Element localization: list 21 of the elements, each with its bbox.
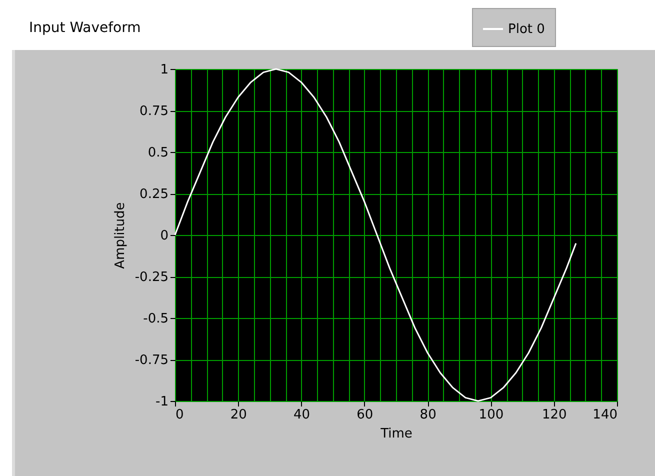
y-tick-label: -0.25 xyxy=(134,270,168,285)
x-tick-label: 20 xyxy=(230,408,247,422)
y-tick-label: -0.5 xyxy=(143,312,168,326)
y-tick-label: 0.75 xyxy=(140,104,168,119)
x-axis-title: Time xyxy=(380,426,412,442)
y-tick-label: 0 xyxy=(160,228,168,244)
x-tick-label: 100 xyxy=(478,408,504,422)
y-tick-label: 0.5 xyxy=(148,146,168,160)
x-tick-label: 140 xyxy=(592,408,618,422)
y-axis-title: Amplitude xyxy=(112,202,128,269)
y-tick-label: -0.75 xyxy=(134,353,168,368)
y-tick-label: 1 xyxy=(160,62,168,78)
legend-label: Plot 0 xyxy=(508,22,545,37)
chart-title: Input Waveform xyxy=(29,20,141,36)
y-tick-label: 0.25 xyxy=(140,187,168,202)
x-tick-label: 0 xyxy=(176,408,184,422)
y-tick-label: -1 xyxy=(156,394,168,410)
x-tick-label: 80 xyxy=(420,408,436,422)
x-tick-label: 40 xyxy=(294,408,310,422)
x-tick-label: 120 xyxy=(542,408,567,422)
x-tick-label: 60 xyxy=(356,408,374,422)
